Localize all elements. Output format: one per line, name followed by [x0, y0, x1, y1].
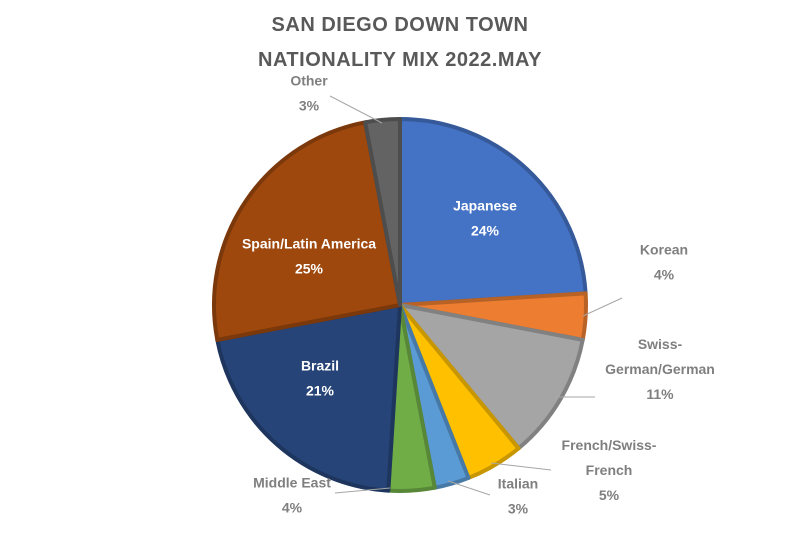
- pie-slice-swiss-german-german: [398, 303, 585, 451]
- data-label-middle-east: Middle East 4%: [253, 475, 331, 516]
- leader-line-middle-east: [334, 487, 391, 494]
- pie-slices: [212, 116, 588, 493]
- leader-line-korean: [582, 297, 623, 317]
- data-label-brazil: Brazil 21%: [301, 358, 339, 399]
- leader-line-italian: [447, 480, 491, 496]
- leader-line-french-swiss-french: [490, 462, 552, 471]
- data-label-italian: Italian 3%: [498, 476, 538, 517]
- data-label-other: Other 3%: [290, 73, 328, 114]
- data-label-spain-latin-america: Spain/Latin America 25%: [242, 236, 376, 277]
- data-label-korean: Korean 4%: [640, 242, 688, 283]
- leader-lines: [329, 95, 623, 496]
- chart-title-line-1: SAN DIEGO DOWN TOWN: [272, 14, 529, 36]
- pie-slice-spain-latin-america: [212, 120, 402, 342]
- data-label-swiss-german-german: Swiss-German/German 11%: [605, 336, 715, 402]
- data-label-japanese: Japanese 24%: [453, 198, 517, 239]
- pie-slice-other: [363, 116, 402, 307]
- data-labels: Japanese 24% Korean 4% Swiss-German/German 11…: [242, 73, 715, 517]
- leader-line-other: [329, 95, 383, 124]
- pie-slice-japanese: [398, 117, 588, 307]
- data-label-french-swiss-french: French/Swiss-French 5%: [562, 437, 657, 503]
- pie-slice-brazil: [215, 303, 402, 493]
- chart-title-line-2: NATIONALITY MIX 2022.MAY: [258, 49, 542, 71]
